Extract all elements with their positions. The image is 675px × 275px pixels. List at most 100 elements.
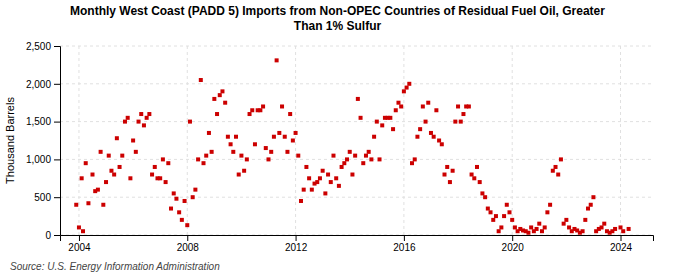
point xyxy=(86,201,90,205)
point xyxy=(166,161,170,165)
point xyxy=(226,135,230,139)
x-tick: 2016 xyxy=(393,235,416,253)
point xyxy=(237,173,241,177)
point xyxy=(123,120,127,124)
point xyxy=(204,154,208,158)
point xyxy=(353,154,357,158)
point xyxy=(80,176,84,180)
grid-line-y xyxy=(60,83,653,84)
point xyxy=(239,154,243,158)
point xyxy=(188,120,192,124)
point xyxy=(264,146,268,150)
point xyxy=(285,150,289,154)
grid-line-x xyxy=(403,46,404,235)
point xyxy=(380,123,384,127)
x-axis: 2004 2008 2012 2016 2020 2024 xyxy=(61,235,654,253)
point xyxy=(551,169,555,173)
point xyxy=(361,161,365,165)
point xyxy=(537,222,541,226)
x-tick: 2012 xyxy=(285,235,308,253)
point xyxy=(248,112,252,116)
point xyxy=(84,161,88,165)
point xyxy=(331,154,335,158)
y-tick-label: 2,500 xyxy=(26,41,51,52)
x-tick-mark xyxy=(187,235,188,241)
point xyxy=(172,191,176,195)
point xyxy=(183,199,187,203)
x-tick-label: 2004 xyxy=(68,242,91,253)
x-tick-label: 2008 xyxy=(177,242,200,253)
point xyxy=(388,116,392,120)
grid-line-x xyxy=(620,46,621,235)
point xyxy=(296,154,300,158)
point xyxy=(74,203,78,207)
point xyxy=(415,135,419,139)
point xyxy=(107,154,111,158)
y-axis: 05001,0001,5002,0002,500 xyxy=(26,41,61,241)
point xyxy=(169,207,173,211)
point xyxy=(137,120,141,124)
point xyxy=(261,104,265,108)
point xyxy=(307,176,311,180)
x-tick: 2004 xyxy=(68,235,91,253)
point xyxy=(329,180,333,184)
point xyxy=(242,169,246,173)
point xyxy=(554,165,558,169)
grid-line-x xyxy=(295,46,296,235)
point xyxy=(375,120,379,124)
point xyxy=(334,176,338,180)
point xyxy=(591,195,595,199)
point xyxy=(174,197,178,201)
grid-line-y xyxy=(60,121,653,122)
point xyxy=(120,154,124,158)
y-tick: 0 xyxy=(45,230,60,241)
x-tick: 2008 xyxy=(177,235,200,253)
point xyxy=(218,93,222,97)
point xyxy=(529,225,533,229)
point xyxy=(367,150,371,154)
x-tick: 2020 xyxy=(502,235,525,253)
point xyxy=(253,142,257,146)
point xyxy=(456,104,460,108)
y-tick: 1,000 xyxy=(26,154,60,165)
point xyxy=(619,225,623,229)
point xyxy=(556,173,560,177)
point xyxy=(429,131,433,135)
point xyxy=(502,214,506,218)
point xyxy=(489,210,493,214)
point xyxy=(104,180,108,184)
point xyxy=(486,207,490,211)
point xyxy=(535,227,539,231)
point xyxy=(394,108,398,112)
points xyxy=(74,58,630,234)
point xyxy=(548,203,552,207)
point xyxy=(180,218,184,222)
point xyxy=(510,218,514,222)
y-tick-label: 0 xyxy=(45,230,51,241)
point xyxy=(350,173,354,177)
x-tick-label: 2024 xyxy=(610,242,633,253)
point xyxy=(258,108,262,112)
point xyxy=(356,97,360,101)
point xyxy=(291,139,295,143)
point xyxy=(440,142,444,146)
grid-line-x xyxy=(78,46,79,235)
y-tick-label: 1,000 xyxy=(26,154,51,165)
point xyxy=(543,225,547,229)
y-axis-title: Thousand Barrels xyxy=(4,97,16,184)
x-tick-label: 2016 xyxy=(393,242,416,253)
y-tick: 500 xyxy=(34,192,60,203)
point xyxy=(147,112,151,116)
x-tick-label: 2012 xyxy=(285,242,308,253)
point xyxy=(526,231,530,235)
point xyxy=(407,82,411,86)
point xyxy=(348,150,352,154)
grid-line-x xyxy=(187,46,188,235)
point xyxy=(81,229,85,233)
point xyxy=(483,195,487,199)
point xyxy=(250,108,254,112)
point xyxy=(229,142,233,146)
x-tick: 2024 xyxy=(610,235,633,253)
point xyxy=(142,123,146,127)
point xyxy=(177,210,181,214)
